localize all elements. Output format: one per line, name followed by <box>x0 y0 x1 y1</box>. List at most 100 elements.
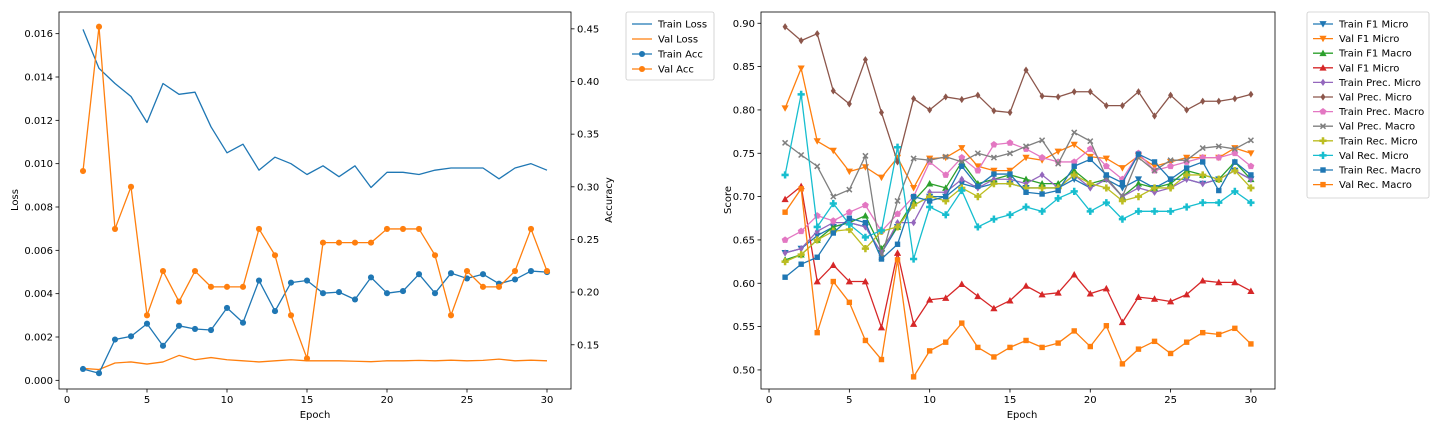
data-point-val-f1-micro <box>926 296 934 303</box>
data-point-val-rec-macro <box>943 339 949 345</box>
data-point-val-f1-micro <box>1215 278 1223 286</box>
data-point-train-rec-macro <box>1087 156 1093 163</box>
data-point-val-prec-micro <box>1007 108 1013 117</box>
data-point-train-f1-macro <box>1038 180 1046 187</box>
data-point-train-prec-macro <box>1102 162 1110 170</box>
data-point-val-prec-micro <box>927 106 933 114</box>
data-point-train-f1-macro <box>1054 180 1062 187</box>
data-point-train-f1-macro <box>1070 167 1078 174</box>
data-point-train-f1-macro <box>942 184 950 191</box>
legend-marker-train-prec-macro <box>1319 108 1327 115</box>
x-axis-label: Epoch <box>300 410 331 421</box>
series-line-val-loss <box>82 354 548 371</box>
data-point-val-prec-micro <box>1200 97 1206 105</box>
y-tick-label: 0.006 <box>24 246 53 257</box>
data-point-val-rec-micro <box>926 203 934 211</box>
data-point-val-rec-micro <box>1215 199 1223 207</box>
data-point-train-acc <box>191 325 199 333</box>
data-point-val-f1-micro <box>1150 295 1159 302</box>
data-point-val-rec-macro <box>878 356 885 363</box>
data-point-val-f1-micro <box>942 154 950 162</box>
y2-tick-label: 0.40 <box>577 77 599 88</box>
plot-area <box>760 11 1276 390</box>
data-point-train-acc <box>383 290 391 297</box>
data-point-val-f1-micro <box>1166 297 1175 305</box>
data-point-val-acc <box>479 283 487 290</box>
data-point-train-prec-micro <box>782 249 788 257</box>
y-tick-label: 0.004 <box>24 289 53 300</box>
data-point-val-rec-micro <box>1134 207 1143 215</box>
data-point-val-f1-micro <box>1102 284 1110 292</box>
data-point-train-acc <box>271 308 279 315</box>
data-point-val-rec-macro <box>975 344 981 351</box>
data-point-train-f1-macro <box>926 180 934 187</box>
legend-box <box>1306 11 1430 199</box>
data-point-val-acc <box>351 239 359 246</box>
data-point-train-rec-micro <box>1086 180 1094 188</box>
data-point-train-prec-micro <box>959 175 965 183</box>
y-tick-label: 0.012 <box>24 116 53 127</box>
data-point-train-rec-macro <box>1039 191 1045 197</box>
data-point-val-rec-micro <box>942 211 950 219</box>
data-point-train-prec-macro <box>861 201 869 209</box>
data-point-train-prec-macro <box>958 154 966 161</box>
data-point-val-prec-micro <box>1216 97 1222 105</box>
data-point-val-rec-micro <box>1022 203 1030 211</box>
data-point-val-rec-macro <box>910 374 917 380</box>
data-point-val-acc <box>223 283 231 290</box>
data-point-val-prec-macro <box>830 193 837 200</box>
legend-marker-train-rec-macro <box>1320 167 1326 173</box>
legend-marker-val-f1-micro <box>1319 64 1327 71</box>
data-point-val-prec-macro <box>1039 137 1046 144</box>
legend-label: Train F1 Micro <box>1338 20 1408 31</box>
legend-marker-train-prec-micro <box>1320 78 1326 86</box>
data-point-train-prec-macro <box>1199 154 1207 161</box>
data-point-val-rec-macro <box>1071 328 1077 334</box>
data-point-train-acc <box>319 290 327 297</box>
data-point-train-acc <box>303 277 311 284</box>
data-point-val-prec-micro <box>782 23 788 31</box>
data-point-val-prec-micro <box>911 95 917 103</box>
legend-label: Train F1 Macro <box>1338 49 1412 60</box>
data-point-train-rec-macro <box>959 163 965 169</box>
data-point-train-rec-macro <box>1248 172 1254 178</box>
data-point-val-rec-macro <box>1055 340 1061 346</box>
data-point-val-f1-micro <box>1006 297 1014 304</box>
data-point-train-rec-micro <box>845 225 853 234</box>
data-point-val-f1-micro <box>1086 290 1094 297</box>
data-point-val-f1-micro <box>909 185 918 192</box>
y-tick-label: 0.014 <box>24 73 53 84</box>
data-point-val-rec-micro <box>877 226 886 234</box>
data-point-train-rec-micro <box>1102 184 1110 192</box>
data-point-val-rec-micro <box>797 90 805 98</box>
data-point-train-rec-macro <box>846 215 853 221</box>
series-line-val-prec-macro <box>784 131 1252 258</box>
data-point-train-rec-macro <box>814 254 820 260</box>
data-point-train-acc <box>351 296 359 303</box>
data-point-val-rec-macro <box>894 257 901 263</box>
data-point-train-rec-micro <box>942 197 950 205</box>
data-point-train-prec-macro <box>974 167 982 174</box>
y-axis-label: Score <box>723 186 734 214</box>
data-point-val-prec-macro <box>1055 160 1062 167</box>
loss-accuracy-chart: 0 5 10 15 20 25 30 0.000 0.002 0.004 0.006 0.008 0.0… <box>10 11 715 421</box>
y-tick-label: 0.65 <box>733 235 755 246</box>
y-tick-label: 0.90 <box>733 19 755 30</box>
data-point-train-acc <box>479 271 487 278</box>
data-point-train-prec-micro <box>1039 171 1045 179</box>
data-point-val-rec-macro <box>862 337 869 344</box>
x-tick-label: 10 <box>221 395 234 406</box>
data-point-val-rec-micro <box>813 223 821 231</box>
data-point-train-prec-macro <box>990 141 998 148</box>
data-point-val-acc <box>143 312 151 319</box>
data-point-train-prec-macro <box>1070 158 1078 165</box>
data-point-val-prec-micro <box>1168 91 1174 99</box>
y-tick-label: 0.016 <box>24 29 53 40</box>
legend-label: Val Prec. Micro <box>1339 93 1412 104</box>
legend-marker-val-prec-micro <box>1320 93 1326 101</box>
data-point-val-acc <box>239 283 247 290</box>
data-point-val-rec-macro <box>814 329 820 336</box>
y-axis-label: Loss <box>10 189 21 211</box>
data-point-val-prec-micro <box>943 93 949 101</box>
